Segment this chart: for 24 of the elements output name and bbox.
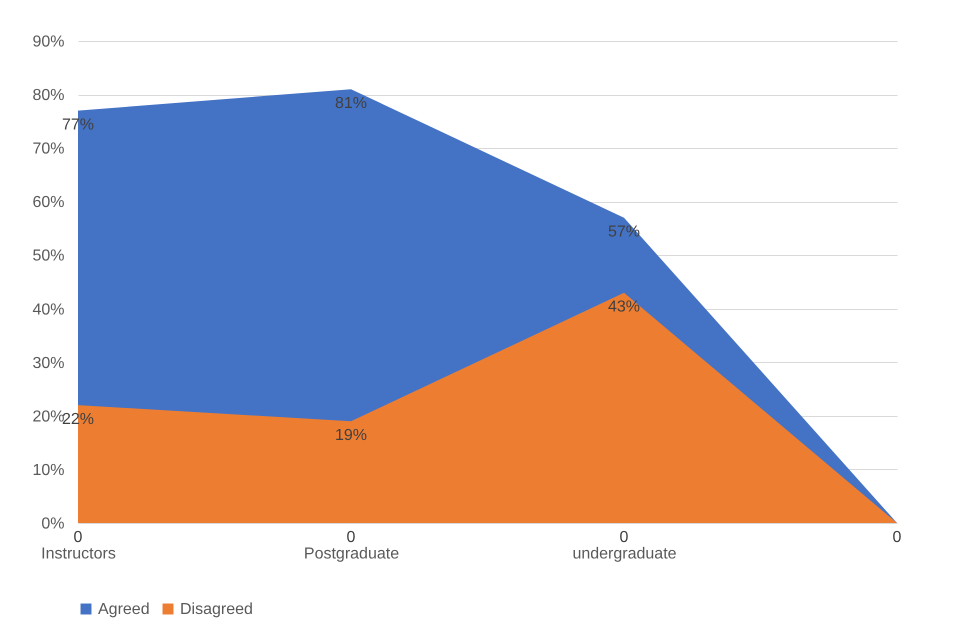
y-tick-label: 0% bbox=[41, 516, 64, 532]
y-tick-label: 50% bbox=[32, 248, 64, 265]
data-label: 57% bbox=[608, 224, 640, 241]
y-tick-label: 90% bbox=[32, 34, 64, 50]
x-tick-label: Instructors bbox=[41, 546, 116, 562]
y-tick-label: 70% bbox=[32, 140, 64, 158]
legend-label: Agreed bbox=[98, 601, 150, 618]
data-label: 19% bbox=[334, 427, 368, 444]
legend-label: Disagreed bbox=[180, 601, 253, 618]
y-tick-label: 60% bbox=[32, 194, 64, 212]
y-tick-label: 80% bbox=[32, 87, 64, 104]
y-tick-label: 10% bbox=[32, 462, 64, 479]
data-label: 43% bbox=[608, 298, 640, 316]
data-label: 22% bbox=[62, 411, 94, 428]
annotation: 0 bbox=[346, 529, 356, 546]
annotation: 0 bbox=[74, 529, 83, 546]
x-tick-label: Postgraduate bbox=[304, 546, 400, 562]
data-label: 77% bbox=[62, 116, 94, 134]
annotation: 0 bbox=[620, 529, 629, 546]
data-label: 0 bbox=[892, 529, 902, 546]
y-tick-label: 40% bbox=[32, 301, 64, 318]
y-tick-label: 30% bbox=[32, 354, 64, 372]
x-tick-label: undergraduate bbox=[572, 546, 677, 562]
data-label: 81% bbox=[334, 95, 368, 112]
